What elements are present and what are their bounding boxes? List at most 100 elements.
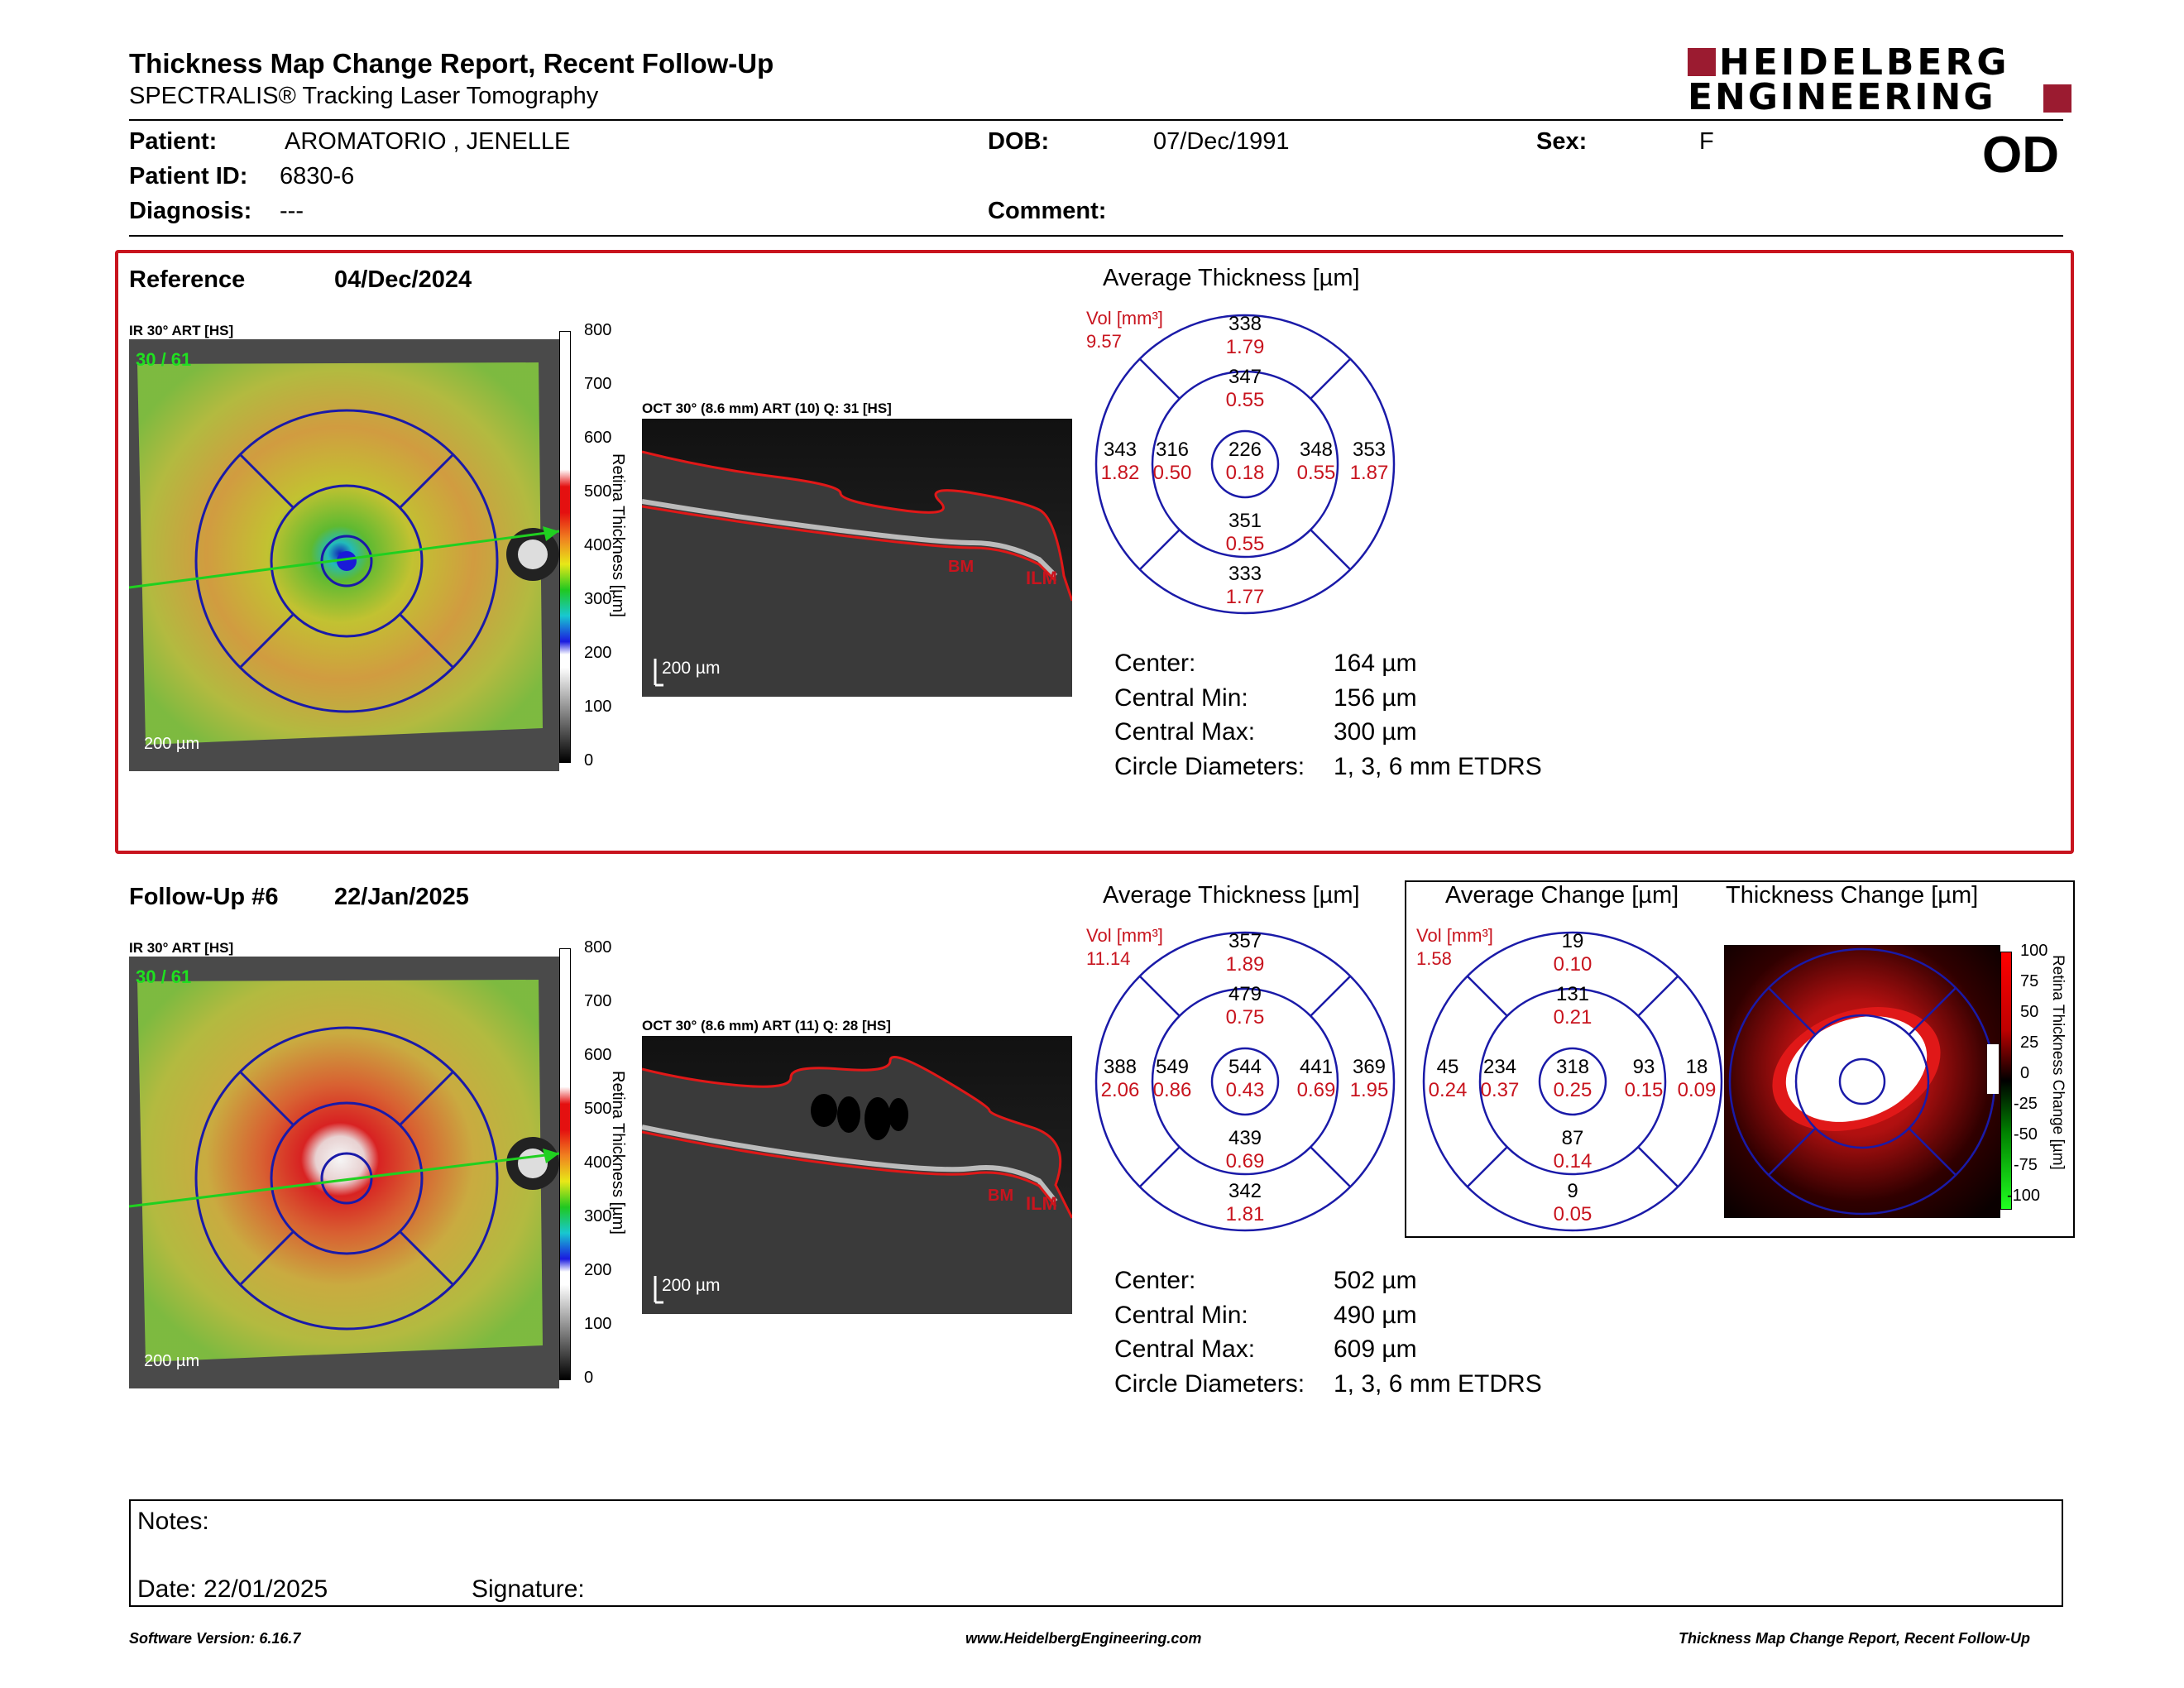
chg-inner-temp: 234 [1482,1056,1517,1078]
fu-tick-100: 100 [584,1315,612,1333]
chg-outer-sup: 19 [1561,930,1584,952]
patient-id-label: Patient ID: [129,163,248,189]
ref-inner-sup: 347 [1228,366,1262,388]
dob-label: DOB: [988,128,1050,155]
ref-stat-value-1: 156 µm [1334,684,1417,712]
reference-section [115,250,2074,854]
followup-ir-scale: 200 µm [144,1352,200,1370]
followup-oct-bscan[interactable]: BM ILM 200 µm [642,1036,1072,1314]
chg-outer-inf-vol: 0.05 [1553,1203,1592,1225]
chg-outer-sup-vol: 0.10 [1553,953,1592,976]
chg-tick-m50: -50 [2014,1125,2038,1144]
reference-vol-value: 9.57 [1086,331,1122,352]
tick-200: 200 [584,644,612,662]
ref-outer-sup-vol: 1.79 [1225,336,1265,358]
fu-inner-temp: 549 [1155,1056,1190,1078]
signature-label: Signature: [472,1575,585,1603]
change-panel [1405,880,2075,1238]
average-change-title: Average Change [µm] [1445,882,1679,909]
fu-stat-value-3: 1, 3, 6 mm ETDRS [1334,1370,1542,1398]
ref-center: 226 [1228,439,1262,461]
fu-stat-label-0: Center: [1114,1267,1196,1294]
chg-inner-nas: 93 [1632,1056,1655,1078]
tick-600: 600 [584,429,612,447]
notes-label: Notes: [137,1508,209,1535]
fu-outer-nas: 369 [1352,1056,1387,1078]
fu-outer-temp: 388 [1103,1056,1138,1078]
followup-oct-scale: 200 µm [662,1276,721,1295]
change-colorbar [2000,952,2012,1210]
thickness-change-map[interactable] [1724,945,2000,1218]
followup-oct-label: OCT 30° (8.6 mm) ART (11) Q: 28 [HS] [642,1018,891,1033]
fu-stat-value-2: 609 µm [1334,1336,1417,1363]
ref-outer-sup: 338 [1228,313,1262,335]
notes-box[interactable]: Notes: Date: 22/01/2025 Signature: [129,1499,2063,1607]
followup-ilm-label: ILM [1026,1193,1057,1214]
chg-tick-25: 25 [2020,1033,2039,1052]
followup-ir-label: IR 30° ART [HS] [129,940,234,956]
followup-thickness-map[interactable]: 30 / 61 200 µm [129,957,559,1388]
fu-inner-nas-vol: 0.69 [1296,1079,1336,1101]
fu-outer-sup: 357 [1228,930,1262,952]
chg-center: 318 [1555,1056,1590,1078]
reference-oct-bscan[interactable]: BM ILM 200 µm [642,419,1072,697]
chg-tick-0: 0 [2020,1064,2030,1082]
followup-vol-value: 11.14 [1086,948,1131,969]
comment-label: Comment: [988,198,1107,224]
ref-stat-label-2: Central Max: [1114,718,1256,746]
ref-stat-value-3: 1, 3, 6 mm ETDRS [1334,753,1542,780]
ref-inner-nas-vol: 0.55 [1296,462,1336,484]
followup-vol-label: Vol [mm³] [1086,925,1163,946]
change-vol-value: 1.58 [1416,948,1452,969]
fu-tick-500: 500 [584,1100,612,1118]
reference-ilm-label: ILM [1026,568,1057,588]
footer-website[interactable]: www.HeidelbergEngineering.com [965,1630,1202,1647]
chg-tick-100: 100 [2020,942,2048,960]
fu-inner-sup-vol: 0.75 [1225,1006,1265,1029]
fu-inner-nas: 441 [1299,1056,1334,1078]
fu-outer-nas-vol: 1.95 [1349,1079,1389,1101]
fu-stat-value-0: 502 µm [1334,1267,1417,1294]
reference-colorbar-title: Retina Thickness [µm] [609,453,627,617]
reference-thickness-map[interactable]: 30 / 61 200 µm [129,339,559,771]
diagnosis-value: --- [280,198,304,224]
fu-center: 544 [1228,1056,1262,1078]
report-title: Thickness Map Change Report, Recent Foll… [129,48,774,79]
followup-colorbar [559,948,571,1380]
ref-outer-inf-vol: 1.77 [1225,586,1265,608]
tick-700: 700 [584,375,612,393]
fu-center-vol: 0.43 [1225,1079,1265,1101]
fu-stat-label-3: Circle Diameters: [1114,1370,1305,1398]
reference-avg-title: Average Thickness [µm] [1103,265,1360,291]
change-colorbar-title: Retina Thickness Change [µm] [2049,955,2067,1170]
chg-inner-sup-vol: 0.21 [1553,1006,1592,1029]
chg-tick-50: 50 [2020,1003,2039,1021]
tick-400: 400 [584,536,612,554]
tick-500: 500 [584,482,612,501]
eye-label: OD [1982,127,2059,184]
chg-outer-nas: 18 [1685,1056,1708,1078]
reference-oct-scale: 200 µm [662,659,721,678]
fu-tick-600: 600 [584,1046,612,1064]
reference-ir-label: IR 30° ART [HS] [129,323,234,338]
sex-value: F [1699,128,1714,155]
fu-tick-200: 200 [584,1261,612,1279]
followup-etdrs-grid: 357 1.89 479 0.75 388 2.06 549 0.86 544 … [1094,930,1396,1233]
ref-stat-label-0: Center: [1114,650,1196,677]
logo-line2: ENGINEERING [1688,76,1996,118]
chg-tick-m100: -100 [2007,1187,2041,1205]
chg-inner-temp-vol: 0.37 [1480,1079,1520,1101]
ref-outer-temp: 343 [1103,439,1138,461]
ref-outer-nas: 353 [1352,439,1387,461]
footer-software: Software Version: 6.16.7 [129,1630,301,1647]
diagnosis-label: Diagnosis: [129,198,252,224]
ref-center-vol: 0.18 [1225,462,1265,484]
fu-stat-label-1: Central Min: [1114,1302,1248,1329]
chg-tick-75: 75 [2020,972,2039,990]
tick-100: 100 [584,698,612,716]
reference-bm-label: BM [948,558,975,576]
change-etdrs-grid: 19 0.10 131 0.21 45 0.24 234 0.37 318 0.… [1421,930,1724,1233]
fu-outer-sup-vol: 1.89 [1225,953,1265,976]
fu-tick-700: 700 [584,992,612,1010]
footer-report: Thickness Map Change Report, Recent Foll… [1679,1630,2031,1647]
